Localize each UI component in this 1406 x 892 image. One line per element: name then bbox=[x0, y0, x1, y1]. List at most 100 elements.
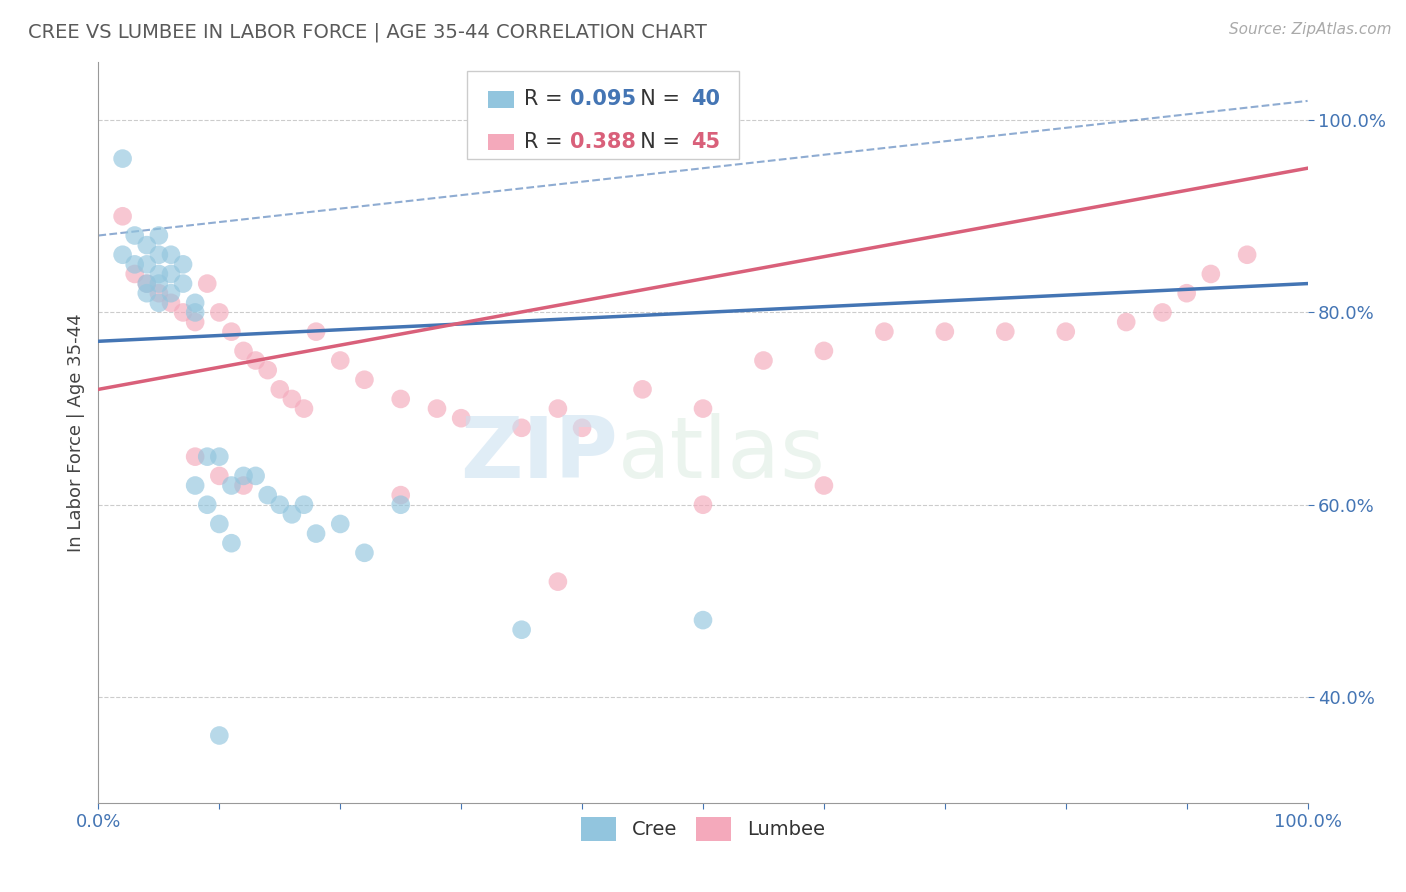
Point bbox=[281, 392, 304, 406]
Text: N =: N = bbox=[627, 132, 686, 152]
Point bbox=[148, 286, 170, 301]
Point bbox=[184, 295, 207, 310]
Point bbox=[221, 325, 243, 339]
Point bbox=[547, 574, 569, 589]
Point bbox=[256, 488, 278, 502]
Point bbox=[232, 469, 254, 483]
Point bbox=[1175, 286, 1198, 301]
Point bbox=[450, 411, 472, 425]
Point bbox=[692, 613, 714, 627]
Point bbox=[245, 469, 267, 483]
Point bbox=[1199, 267, 1222, 281]
Point bbox=[184, 450, 207, 464]
Text: Source: ZipAtlas.com: Source: ZipAtlas.com bbox=[1229, 22, 1392, 37]
Point bbox=[281, 508, 304, 522]
Y-axis label: In Labor Force | Age 35-44: In Labor Force | Age 35-44 bbox=[66, 313, 84, 552]
Point bbox=[160, 286, 183, 301]
Point bbox=[510, 421, 533, 435]
Point bbox=[208, 305, 231, 319]
Point bbox=[1054, 325, 1077, 339]
Point bbox=[208, 450, 231, 464]
Point bbox=[934, 325, 956, 339]
Point bbox=[510, 623, 533, 637]
Point bbox=[389, 488, 412, 502]
Point bbox=[135, 238, 157, 252]
Point bbox=[160, 295, 183, 310]
Point bbox=[256, 363, 278, 377]
Point bbox=[111, 152, 134, 166]
Point bbox=[692, 498, 714, 512]
Point bbox=[184, 478, 207, 492]
Point bbox=[208, 729, 231, 743]
Point bbox=[172, 257, 194, 271]
Point bbox=[692, 401, 714, 416]
Point bbox=[269, 382, 291, 396]
Point bbox=[111, 209, 134, 223]
Point bbox=[631, 382, 654, 396]
Point bbox=[124, 257, 146, 271]
Point bbox=[135, 277, 157, 291]
FancyBboxPatch shape bbox=[488, 134, 515, 150]
Point bbox=[148, 248, 170, 262]
Text: R =: R = bbox=[524, 89, 569, 110]
Point bbox=[124, 228, 146, 243]
Text: 0.388: 0.388 bbox=[569, 132, 636, 152]
Point bbox=[353, 546, 375, 560]
Point bbox=[184, 305, 207, 319]
Point bbox=[135, 286, 157, 301]
Point bbox=[208, 469, 231, 483]
Point bbox=[221, 478, 243, 492]
Point bbox=[1115, 315, 1137, 329]
Point bbox=[160, 267, 183, 281]
Legend: Cree, Lumbee: Cree, Lumbee bbox=[574, 809, 832, 848]
Point bbox=[135, 277, 157, 291]
Point bbox=[813, 343, 835, 358]
Point bbox=[172, 305, 194, 319]
Point bbox=[148, 267, 170, 281]
Point bbox=[195, 498, 218, 512]
Point bbox=[547, 401, 569, 416]
Point bbox=[292, 401, 315, 416]
Point bbox=[571, 421, 593, 435]
Text: R =: R = bbox=[524, 132, 569, 152]
Point bbox=[994, 325, 1017, 339]
Text: 40: 40 bbox=[690, 89, 720, 110]
Point bbox=[813, 478, 835, 492]
Point bbox=[232, 478, 254, 492]
Point bbox=[184, 315, 207, 329]
Point bbox=[426, 401, 449, 416]
FancyBboxPatch shape bbox=[488, 91, 515, 108]
Point bbox=[752, 353, 775, 368]
Text: CREE VS LUMBEE IN LABOR FORCE | AGE 35-44 CORRELATION CHART: CREE VS LUMBEE IN LABOR FORCE | AGE 35-4… bbox=[28, 22, 707, 42]
Text: atlas: atlas bbox=[619, 413, 827, 496]
Point bbox=[245, 353, 267, 368]
Point bbox=[148, 277, 170, 291]
Point bbox=[195, 450, 218, 464]
Point bbox=[208, 516, 231, 531]
Point bbox=[329, 353, 352, 368]
Point bbox=[305, 526, 328, 541]
Point bbox=[329, 516, 352, 531]
Point bbox=[148, 295, 170, 310]
Point bbox=[111, 248, 134, 262]
Point bbox=[1236, 248, 1258, 262]
Point bbox=[269, 498, 291, 512]
Point bbox=[232, 343, 254, 358]
Point bbox=[195, 277, 218, 291]
Point bbox=[873, 325, 896, 339]
Point bbox=[160, 248, 183, 262]
Point bbox=[305, 325, 328, 339]
Point bbox=[124, 267, 146, 281]
Point bbox=[172, 277, 194, 291]
Point bbox=[135, 257, 157, 271]
FancyBboxPatch shape bbox=[467, 71, 740, 159]
Point bbox=[389, 392, 412, 406]
Point bbox=[148, 228, 170, 243]
Point bbox=[292, 498, 315, 512]
Point bbox=[353, 373, 375, 387]
Text: N =: N = bbox=[627, 89, 686, 110]
Point bbox=[1152, 305, 1174, 319]
Text: ZIP: ZIP bbox=[461, 413, 619, 496]
Point bbox=[221, 536, 243, 550]
Text: 45: 45 bbox=[690, 132, 720, 152]
